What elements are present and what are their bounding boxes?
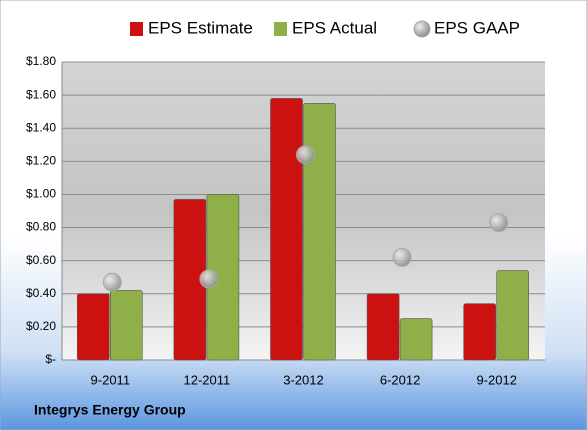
marker [489, 213, 509, 233]
bar [463, 303, 497, 361]
legend-swatch [413, 20, 431, 38]
y-tick-label: $1.00 [26, 187, 56, 201]
x-tick-label: 6-2012 [380, 372, 420, 387]
bar [496, 270, 530, 361]
marker [102, 272, 122, 292]
marker [199, 269, 219, 289]
legend-swatch [130, 22, 143, 36]
bar [110, 290, 143, 361]
y-tick-label: $1.60 [26, 87, 56, 101]
bar [77, 293, 110, 361]
bar [303, 103, 336, 361]
legend-label: EPS GAAP [434, 18, 520, 37]
x-tick-label: 9-2011 [91, 372, 131, 387]
y-tick-label: $0.20 [26, 319, 56, 333]
bar [270, 98, 303, 361]
legend-label: EPS Estimate [148, 18, 253, 37]
legend-swatch [274, 22, 287, 36]
x-tick-label: 3-2012 [283, 372, 323, 387]
marker [296, 145, 315, 165]
bar [366, 293, 400, 361]
x-tick-label: 12-2011 [184, 372, 231, 387]
y-tick-label: $1.40 [26, 120, 56, 134]
y-tick-label: $0.40 [26, 286, 56, 300]
y-tick-label: $1.20 [26, 154, 56, 168]
legend-label: EPS Actual [292, 18, 377, 37]
chart-title: Integrys Energy Group [34, 402, 186, 418]
x-tick-label: 9-2012 [476, 372, 516, 387]
bar [399, 318, 433, 361]
y-tick-label: $0.60 [26, 253, 56, 267]
y-tick-label: $1.80 [26, 54, 56, 68]
y-tick-label: $- [45, 352, 56, 366]
y-tick-label: $0.80 [26, 220, 56, 234]
marker [392, 247, 412, 267]
